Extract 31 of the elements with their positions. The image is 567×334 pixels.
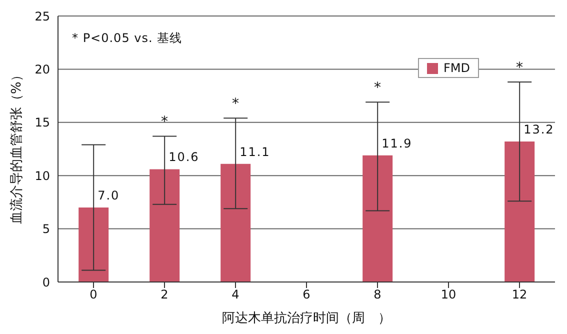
annotation: * [161, 114, 168, 130]
bar [504, 142, 535, 282]
data-label: 10.6 [168, 150, 200, 164]
y-tick-label: 10 [34, 168, 50, 183]
x-axis-title: 阿达木单抗治疗时间（周 ） [222, 311, 391, 326]
x-tick-label: 12 [512, 288, 528, 302]
legend-label: FMD [444, 61, 470, 75]
data-label: 11.9 [382, 136, 412, 150]
annotation: * [516, 60, 523, 76]
data-label: 13.2 [524, 122, 554, 137]
x-tick-label: 0 [90, 288, 98, 302]
data-label: 7.0 [98, 188, 120, 203]
x-tick-label: 10 [440, 288, 456, 302]
y-tick-label: 25 [34, 9, 50, 24]
y-tick-label: 20 [34, 62, 50, 76]
x-tick-label: 4 [232, 288, 240, 302]
bar [220, 164, 251, 282]
y-tick-label: 5 [42, 222, 50, 236]
x-tick-label: 8 [374, 288, 382, 302]
x-tick-label: 2 [160, 288, 168, 302]
y-axis-title: 血流介导的血管舒张（%） [8, 68, 25, 224]
annotation: * P<0.05 vs. 基线 [72, 30, 182, 47]
y-tick-label: 0 [42, 275, 50, 290]
bar [78, 208, 109, 282]
x-tick-label: 6 [302, 288, 310, 302]
y-tick-label: 15 [34, 116, 50, 130]
annotation: * [374, 80, 381, 96]
annotation: * [232, 96, 239, 112]
data-label: 11.1 [240, 144, 270, 159]
bar [150, 169, 180, 282]
bar [362, 155, 393, 282]
